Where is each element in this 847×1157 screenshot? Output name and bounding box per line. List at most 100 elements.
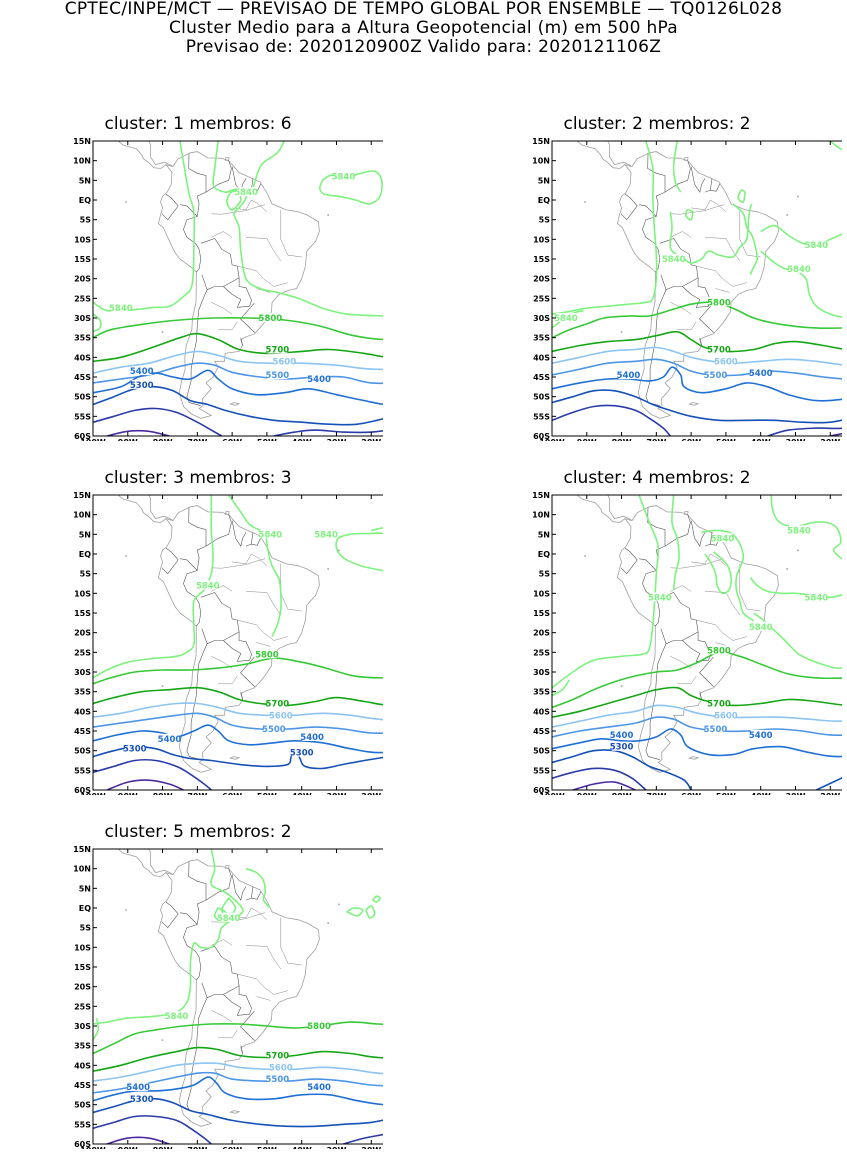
map-cluster-2: 5840 5840 5840 5840 5800 5700 5600 5500 5400 5400… <box>532 137 842 441</box>
border-line <box>186 643 208 760</box>
lon-label: 80W <box>153 792 173 795</box>
contour-label: 5400 <box>300 733 324 743</box>
lon-label: 50W <box>257 1146 277 1149</box>
state-line <box>256 642 271 647</box>
contour-label-bg <box>267 698 288 708</box>
lat-label: 50S <box>74 393 91 402</box>
contour-label: 5300 <box>130 381 154 391</box>
lat-label: 10S <box>533 589 550 598</box>
lat-label: 15S <box>74 255 91 264</box>
state-line <box>670 231 692 238</box>
contour-labels: 5840 5840 5840 5840 5840 5800 5700 5600 5500 5400… <box>610 525 828 753</box>
contour-5840 <box>346 907 364 917</box>
contour-5200 <box>767 427 842 436</box>
lon-label: 70W <box>187 438 207 441</box>
contour-label-bg <box>715 710 736 720</box>
lat-label: 20S <box>74 983 91 992</box>
lat-label: 50S <box>74 747 91 756</box>
state-line <box>237 265 288 287</box>
river-line <box>211 212 233 215</box>
border-line <box>659 238 699 291</box>
contour-5600 <box>93 1062 383 1082</box>
state-line <box>211 231 233 238</box>
lat-label: 10N <box>532 157 550 166</box>
border-line <box>161 901 179 929</box>
island-dot <box>584 555 586 557</box>
caribbean-island <box>684 157 689 161</box>
lat-label: 25S <box>74 294 91 303</box>
country-borders <box>620 153 721 406</box>
contour-5800 <box>93 657 383 685</box>
state-line <box>218 321 238 331</box>
border-line <box>251 537 262 546</box>
contour-label-bg <box>309 373 330 383</box>
contour-label-bg <box>708 297 729 307</box>
contour-label: 5400 <box>130 367 154 377</box>
border-line <box>240 337 243 346</box>
contour-5840 <box>829 141 842 151</box>
central-america-pacific-coast <box>117 495 167 523</box>
lat-label: 25S <box>533 648 550 657</box>
island-dot <box>786 568 789 570</box>
lat-label: 50S <box>533 747 550 756</box>
border-line <box>704 178 713 193</box>
contour-5100 <box>106 1136 170 1144</box>
central-america-caribbean-coast <box>148 141 173 167</box>
figure-header: CPTEC/INPE/MCT — PREVISAO DE TEMPO GLOBA… <box>0 0 847 57</box>
contour-5840 <box>552 679 571 697</box>
panel-title: cluster: 4 membros: 2 <box>563 468 751 488</box>
contour-5840 <box>732 203 759 275</box>
country-borders <box>620 507 721 760</box>
contour-label-bg <box>705 724 726 734</box>
contour-label-bg <box>316 529 337 539</box>
border-line <box>240 691 243 700</box>
lat-label: 60S <box>533 432 550 441</box>
lon-label: 60W <box>681 792 701 795</box>
contour-label: 5500 <box>704 725 728 735</box>
contour-5400 <box>93 724 383 754</box>
contour-label: 5500 <box>266 1075 290 1085</box>
contour-label: 5840 <box>787 526 811 536</box>
lat-label: 55S <box>533 766 550 775</box>
lat-label: 40S <box>74 707 91 716</box>
contour-label: 5400 <box>749 369 773 379</box>
state-line <box>245 591 281 616</box>
lat-label: 55S <box>74 766 91 775</box>
contour-5200 <box>93 407 223 436</box>
border-line <box>188 153 207 217</box>
contour-5100 <box>106 429 170 436</box>
panel-cluster-5: cluster: 5 membros: 2 5840 5840 5800 5700 56… <box>33 822 383 1152</box>
contour-label: 5400 <box>617 371 641 381</box>
lat-label: 20S <box>533 275 550 284</box>
border-line <box>659 592 699 645</box>
longitude-axis: 100W 90W 80W 70W 60W 50W 40W 30W 20W <box>539 495 840 795</box>
lat-label: 35S <box>74 1042 91 1051</box>
contour-5840 <box>552 495 660 689</box>
border-line <box>251 891 262 900</box>
river-line <box>232 204 266 213</box>
river-line <box>232 912 266 921</box>
contour-5100 <box>106 779 184 790</box>
contour-label-bg <box>159 733 180 743</box>
longitude-axis: 100W 90W 80W 70W 60W 50W 40W 30W 20W <box>80 495 381 795</box>
central-america-caribbean-coast <box>148 849 173 875</box>
lat-label: 60S <box>533 786 550 795</box>
contour-5500 <box>93 1071 383 1094</box>
lon-label: 40W <box>751 792 771 795</box>
contour-5300 <box>93 385 383 426</box>
lat-label: 10S <box>74 589 91 598</box>
lon-label: 70W <box>646 438 666 441</box>
contour-5840 <box>372 895 381 903</box>
contour-label-bg <box>270 1062 291 1072</box>
contour-label: 5840 <box>259 530 283 540</box>
lat-label: 45S <box>533 373 550 382</box>
lat-label: 15S <box>533 255 550 264</box>
contour-label-bg <box>131 366 152 376</box>
map-area <box>93 495 383 790</box>
lon-label: 60W <box>222 438 242 441</box>
contour-5300 <box>552 749 692 790</box>
lon-label: 30W <box>326 792 346 795</box>
lat-label: 15N <box>532 491 550 500</box>
state-line <box>237 973 288 995</box>
